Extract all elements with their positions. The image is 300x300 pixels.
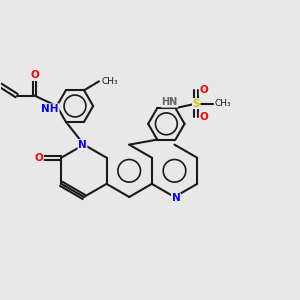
Text: N: N — [78, 140, 87, 150]
Text: O: O — [199, 85, 208, 95]
Text: N: N — [172, 194, 180, 203]
Text: O: O — [34, 153, 43, 163]
Text: S: S — [193, 99, 200, 109]
Text: CH₃: CH₃ — [102, 77, 119, 86]
Text: O: O — [30, 70, 39, 80]
Text: NH: NH — [41, 104, 59, 114]
Text: CH₃: CH₃ — [214, 99, 231, 108]
Text: O: O — [199, 112, 208, 122]
Text: HN: HN — [161, 97, 178, 107]
